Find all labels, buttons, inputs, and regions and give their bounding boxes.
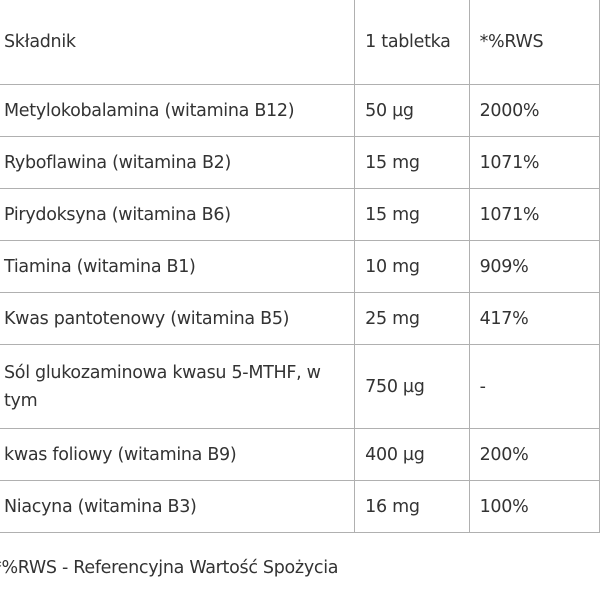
amount: 750 µg [354, 344, 470, 429]
nutrition-table-container: Składnik 1 tabletka *%RWS Metylokobalami… [0, 0, 600, 533]
rws-percent: 100% [468, 480, 600, 533]
footnote: *%RWS - Referencyjna Wartość Spożycia [0, 558, 339, 578]
ingredient-name: Sól glukozaminowa kwasu 5-MTHF, w tym [0, 344, 356, 429]
ingredient-name: Ryboflawina (witamina B2) [0, 136, 356, 189]
table-row: Niacyna (witamina B3) 16 mg 100% [0, 480, 600, 533]
rws-percent: 417% [468, 292, 600, 345]
table-row: Tiamina (witamina B1) 10 mg 909% [0, 240, 600, 293]
rws-percent: 909% [468, 240, 600, 293]
amount: 50 µg [354, 84, 470, 137]
table-header-row: Składnik 1 tabletka *%RWS [0, 0, 600, 85]
rws-percent: 2000% [468, 84, 600, 137]
rws-percent: 1071% [468, 136, 600, 189]
amount: 16 mg [354, 480, 470, 533]
header-ingredient: Składnik [0, 0, 356, 85]
ingredient-name: Kwas pantotenowy (witamina B5) [0, 292, 356, 345]
rws-percent: 200% [468, 428, 600, 481]
rws-percent: 1071% [468, 188, 600, 241]
ingredient-name: Pirydoksyna (witamina B6) [0, 188, 356, 241]
table-row: Ryboflawina (witamina B2) 15 mg 1071% [0, 136, 600, 189]
header-rws: *%RWS [468, 0, 600, 85]
ingredient-name: kwas foliowy (witamina B9) [0, 428, 356, 481]
header-per-tablet: 1 tabletka [354, 0, 470, 85]
amount: 15 mg [354, 136, 470, 189]
table-row: Metylokobalamina (witamina B12) 50 µg 20… [0, 84, 600, 137]
table-row: kwas foliowy (witamina B9) 400 µg 200% [0, 428, 600, 481]
table-row: Pirydoksyna (witamina B6) 15 mg 1071% [0, 188, 600, 241]
amount: 15 mg [354, 188, 470, 241]
amount: 10 mg [354, 240, 470, 293]
ingredient-name: Tiamina (witamina B1) [0, 240, 356, 293]
amount: 400 µg [354, 428, 470, 481]
table-row: Kwas pantotenowy (witamina B5) 25 mg 417… [0, 292, 600, 345]
table-row: Sól glukozaminowa kwasu 5-MTHF, w tym 75… [0, 344, 600, 429]
ingredient-name: Niacyna (witamina B3) [0, 480, 356, 533]
ingredient-name: Metylokobalamina (witamina B12) [0, 84, 356, 137]
rws-percent: - [468, 344, 600, 429]
amount: 25 mg [354, 292, 470, 345]
nutrition-table: Składnik 1 tabletka *%RWS Metylokobalami… [0, 0, 600, 533]
